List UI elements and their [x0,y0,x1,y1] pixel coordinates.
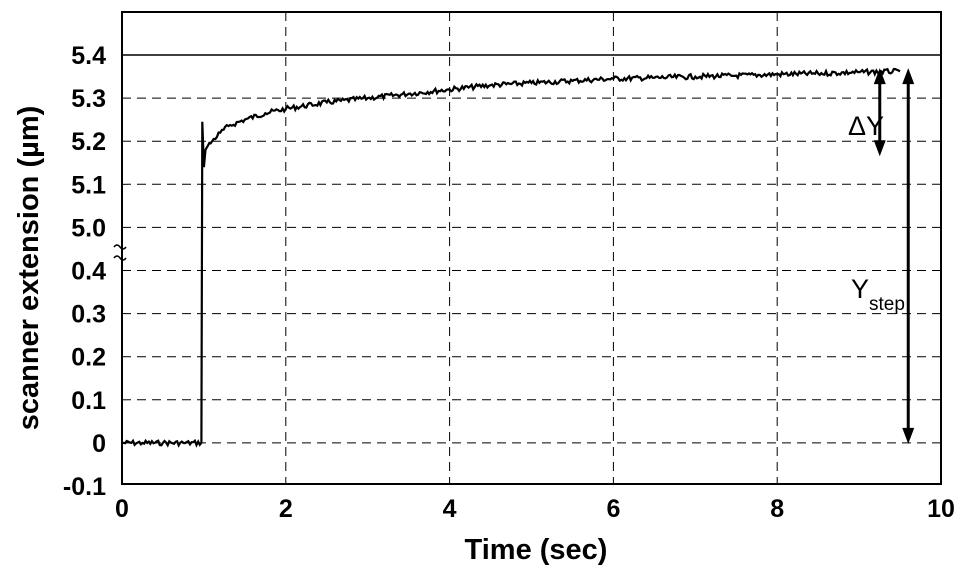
y-step-label-subscript: step [869,294,905,315]
y-tick-label: 0.2 [71,344,106,372]
delta-y-arrow [873,68,886,157]
y-step-label: Ystep [851,274,905,315]
y-tick-label: 0.1 [71,387,106,415]
x-tick-label: 4 [443,495,457,523]
y-axis-title: scanner extension (µm) [13,106,45,431]
y-tick-label: 0 [92,430,106,458]
arrow-up-icon [873,68,886,85]
y-tick-label: 5.4 [71,42,106,70]
y-step-arrow [902,68,915,444]
annotations: ΔY Ystep [848,68,915,444]
x-tick-label: 0 [115,495,129,523]
y-step-label-main: Y [851,274,869,304]
arrow-up-icon [902,68,915,85]
x-tick-label: 2 [279,495,293,523]
y-tick-label: 5.3 [71,85,106,113]
y-tick-labels: -0.1 0 0.1 0.2 0.3 0.4 5.0 5.1 5.2 5.3 5.4 [63,42,106,501]
y-tick-label: 0.4 [71,258,106,286]
x-tick-label: 6 [606,495,620,523]
y-tick-label: 0.3 [71,301,106,329]
x-tick-labels: 0 2 4 6 8 10 [115,495,955,523]
x-tick-label: 8 [770,495,784,523]
y-tick-label: -0.1 [63,473,106,501]
arrow-down-icon [902,427,915,444]
delta-y-label: ΔY [848,111,884,141]
x-tick-label: 10 [927,495,955,523]
x-axis-title: Time (sec) [465,534,608,566]
axis-break-icon [113,244,127,261]
y-tick-label: 5.1 [71,171,106,199]
series-line [122,67,901,448]
y-tick-label: 5.2 [71,128,106,156]
arrow-down-icon [873,140,886,157]
y-tick-label: 5.0 [71,214,106,242]
